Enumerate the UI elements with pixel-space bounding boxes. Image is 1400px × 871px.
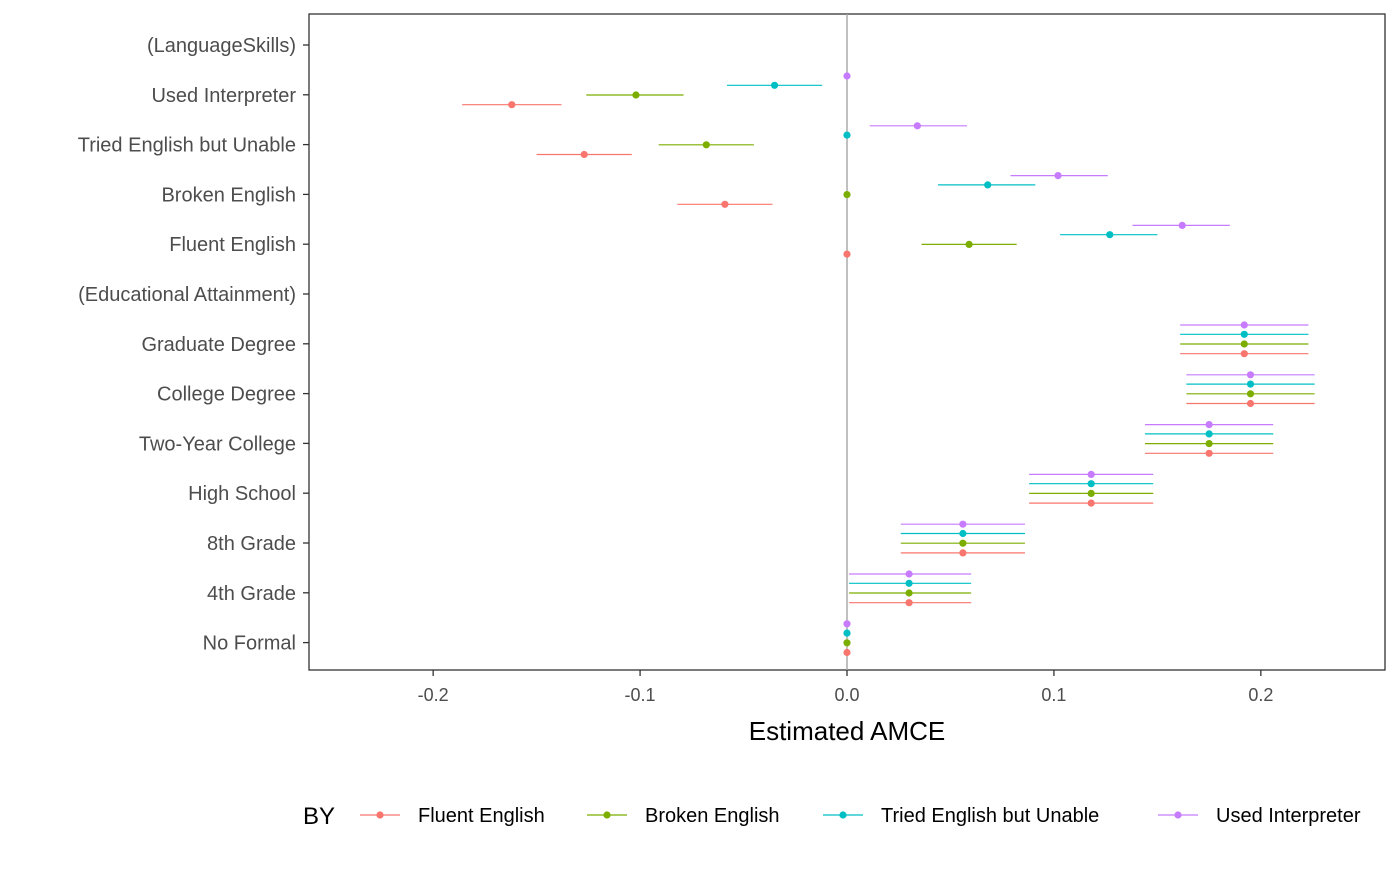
data-point [1054,172,1062,180]
x-axis: -0.2 -0.1 0.0 0.1 0.2 [418,670,1273,705]
data-point [959,529,967,538]
y-tick-label: Tried English but Unable [78,135,296,157]
data-point [843,620,851,628]
y-axis: (LanguageSkills) Used Interpreter Tried En… [78,35,309,655]
legend-item: Broken English [587,805,780,827]
data-point [843,648,851,657]
y-tick-label: Graduate Degree [141,334,296,356]
data-point [770,81,779,89]
y-tick-label: (Educational Attainment) [78,284,296,306]
legend-label: Tried English but Unable [881,805,1099,827]
data-point [843,72,851,80]
data-point [1087,499,1095,507]
data-point [1087,489,1095,497]
data-point [632,91,640,99]
series-tried-english-but-unable [726,81,1315,637]
data-point [965,240,973,248]
y-tick-label: Fluent English [169,234,296,256]
x-tick-label: 0.1 [1041,685,1066,705]
data-point [1246,390,1255,398]
data-point [1106,231,1114,239]
y-tick-label: Used Interpreter [151,85,296,107]
data-point [959,539,967,547]
series-layer [462,72,1315,657]
data-point [959,549,967,557]
series-fluent-english [462,101,1315,657]
x-tick-label: -0.2 [418,685,449,705]
data-point [905,579,913,587]
data-point [1240,350,1248,358]
x-axis-title: Estimated AMCE [749,716,946,746]
data-point [1178,221,1186,229]
legend-key-point [1174,811,1182,819]
data-point [905,570,913,578]
y-tick-label: No Formal [203,633,296,655]
legend-item: Tried English but Unable [823,805,1099,827]
data-point [984,181,992,189]
data-point [843,250,851,258]
data-point [1246,380,1255,388]
y-tick-label: High School [188,483,296,505]
y-tick-label: Two-Year College [139,433,296,455]
data-point [1205,421,1213,429]
legend-key-point [376,811,384,819]
legend-label: Used Interpreter [1216,805,1361,827]
data-point [843,131,851,139]
data-point [843,191,851,199]
legend-key-point [603,811,611,819]
legend-key-point [839,811,847,819]
data-point [1087,480,1095,488]
y-tick-label: 4th Grade [207,583,296,605]
data-point [721,200,729,208]
legend: BY Fluent English Broken English Tried Engl… [303,803,1361,830]
data-point [959,520,967,528]
data-point [1246,399,1255,408]
legend-item: Used Interpreter [1158,805,1361,827]
data-point [702,141,710,149]
data-point [1240,330,1248,338]
data-point [1205,449,1213,457]
x-tick-label: 0.2 [1248,685,1273,705]
data-point [905,599,913,607]
legend-label: Broken English [645,805,780,827]
data-point [1205,430,1213,438]
data-point [580,150,588,159]
legend-label: Fluent English [418,805,545,827]
x-tick-label: 0.0 [834,685,859,705]
series-broken-english [586,91,1315,647]
data-point [1246,371,1255,379]
y-tick-label: Broken English [161,184,296,206]
series-used-interpreter [843,72,1315,628]
data-point [843,629,851,637]
y-tick-label: College Degree [157,384,296,406]
data-point [508,101,516,109]
data-point [913,122,921,130]
y-tick-label: (LanguageSkills) [147,35,296,57]
x-tick-label: -0.1 [625,685,656,705]
data-point [1087,470,1095,478]
data-point [1240,321,1248,329]
legend-title: BY [303,803,335,830]
data-point [843,639,851,647]
y-tick-label: 8th Grade [207,533,296,555]
data-point [1205,440,1213,448]
legend-item: Fluent English [360,805,545,827]
data-point [1240,340,1248,348]
data-point [905,589,913,597]
